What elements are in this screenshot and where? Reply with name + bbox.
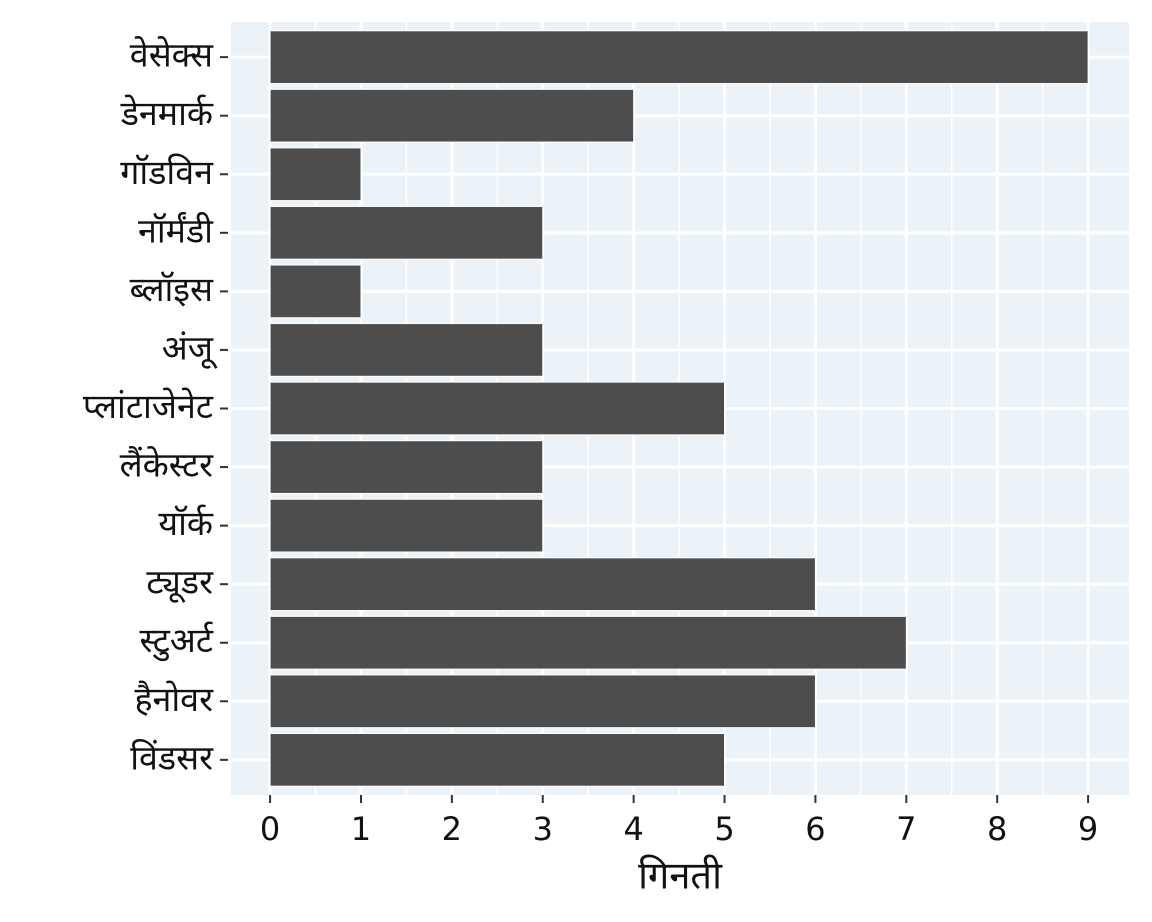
x-tick-label: 7 [896, 810, 916, 848]
bar [269, 674, 816, 729]
y-tick-label: ट्यूडर [146, 563, 214, 604]
bar [269, 733, 726, 787]
bar [269, 381, 726, 436]
bar [269, 323, 544, 377]
x-tick-label: 6 [805, 810, 825, 848]
x-axis-title: गिनती [638, 854, 723, 898]
x-tick-label: 0 [260, 810, 280, 848]
x-tick-label: 2 [442, 810, 462, 848]
y-tick-label: डेनमार्क [120, 94, 214, 134]
y-tick-label: वेसेक्स [130, 36, 214, 76]
x-tick-label: 3 [533, 810, 553, 848]
y-tick-label: यॉर्क [158, 504, 214, 544]
bar [269, 205, 544, 260]
y-tick-label: प्लांटाजेनेट [83, 387, 214, 427]
bar [269, 264, 362, 319]
bar [269, 30, 1089, 84]
y-tick-label: विंडसर [130, 738, 214, 778]
bars [269, 30, 1089, 787]
y-tick-label: स्टुअर्ट [140, 621, 214, 662]
bar [269, 557, 816, 612]
x-tick-label: 9 [1078, 810, 1098, 848]
y-tick-label: गॉडविन [120, 153, 214, 193]
bar [269, 615, 907, 670]
y-tick-label: अंजू [162, 328, 218, 369]
bar [269, 498, 544, 553]
y-tick-label: लैंकेस्टर [120, 446, 215, 486]
bar [269, 88, 635, 143]
y-tick-label: ब्लॉइस [130, 270, 214, 310]
bar [269, 147, 362, 202]
y-tick-label: हैनोवर [134, 680, 214, 720]
bar [269, 440, 544, 494]
x-tick-label: 1 [351, 810, 371, 848]
y-tick-label: नॉर्मंडी [138, 211, 214, 251]
x-tick-label: 4 [623, 810, 643, 848]
x-tick-label: 8 [987, 810, 1007, 848]
x-tick-label: 5 [714, 810, 734, 848]
